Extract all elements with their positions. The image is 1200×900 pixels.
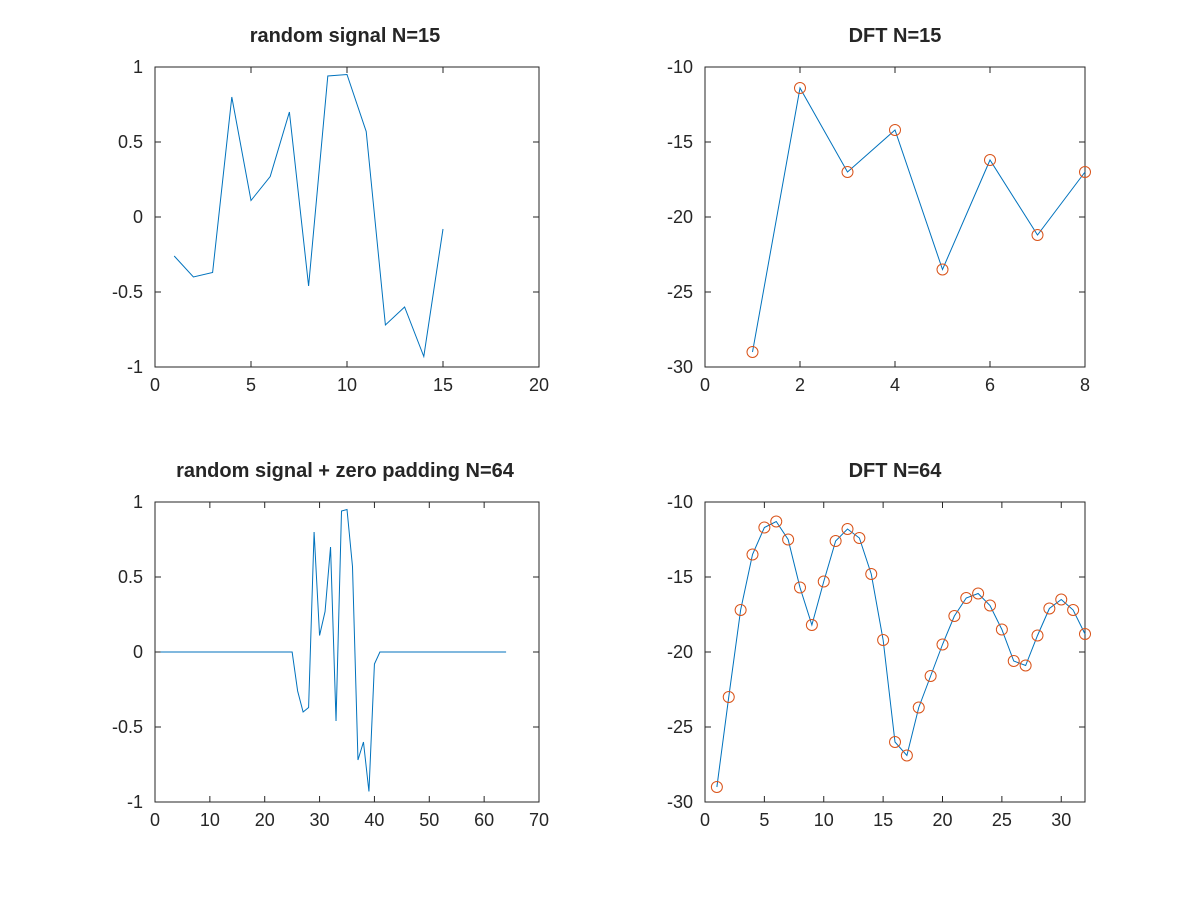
y-tick-label: 1 <box>133 57 143 77</box>
data-point <box>877 634 890 646</box>
data-point <box>841 166 854 178</box>
data-point <box>936 263 949 276</box>
data-point <box>770 515 783 528</box>
series-line <box>160 508 507 792</box>
data-point <box>1067 604 1080 616</box>
y-tick-label: -0.5 <box>112 717 143 737</box>
data-point <box>936 638 949 651</box>
subplot-title: DFT N=15 <box>849 25 942 47</box>
x-tick-label: 15 <box>873 810 893 830</box>
data-point <box>924 670 937 682</box>
y-tick-label: 0.5 <box>118 132 143 152</box>
x-tick-label: 25 <box>992 810 1012 830</box>
x-tick-label: 20 <box>255 810 275 830</box>
y-tick-label: -15 <box>667 132 693 152</box>
y-tick-label: -30 <box>667 357 693 377</box>
data-point <box>782 533 795 546</box>
y-tick-label: -0.5 <box>112 282 143 302</box>
x-tick-label: 5 <box>246 375 256 395</box>
subplot-zero-padded-signal-n64: random signal + zero padding N=64 0 10 20 3… <box>112 460 549 830</box>
y-tick-label: -20 <box>667 642 693 662</box>
data-point <box>746 346 759 358</box>
x-tick-label: 20 <box>932 810 952 830</box>
data-point <box>865 568 878 580</box>
data-point <box>817 575 830 588</box>
data-point <box>1031 629 1044 642</box>
y-tick-label: 0 <box>133 642 143 662</box>
data-point <box>841 523 854 535</box>
data-point <box>805 619 818 631</box>
x-tick-label: 2 <box>795 375 805 395</box>
data-point <box>1079 166 1091 178</box>
x-tick-label: 30 <box>310 810 330 830</box>
x-tick-label: 30 <box>1051 810 1071 830</box>
x-tick-label: 15 <box>433 375 453 395</box>
series-line <box>752 86 1086 353</box>
data-point <box>734 604 747 616</box>
data-point <box>1019 659 1032 672</box>
data-point <box>912 701 925 714</box>
subplot-title: random signal N=15 <box>250 25 441 47</box>
data-point <box>984 154 996 166</box>
y-tick-label: -30 <box>667 792 693 812</box>
data-point <box>758 521 771 534</box>
x-tick-label: 10 <box>200 810 220 830</box>
data-point <box>1043 602 1056 615</box>
subplot-random-signal-n15: random signal N=15 0 5 10 15 20 -1 -0.5 0 0.5 1 <box>112 25 549 395</box>
y-tick-label: -20 <box>667 207 693 227</box>
x-tick-label: 40 <box>364 810 384 830</box>
data-point <box>794 82 806 94</box>
series-line <box>173 73 444 359</box>
data-point <box>972 587 985 600</box>
data-point <box>1055 593 1068 606</box>
y-tick-label: -10 <box>667 492 693 512</box>
x-tick-label: 5 <box>759 810 769 830</box>
subplot-title: DFT N=64 <box>849 460 943 482</box>
x-tick-label: 4 <box>890 375 900 395</box>
data-point <box>794 581 806 594</box>
subplot-title: random signal + zero padding N=64 <box>176 460 515 482</box>
x-tick-label: 50 <box>419 810 439 830</box>
y-tick-label: -1 <box>127 357 143 377</box>
x-tick-label: 10 <box>337 375 357 395</box>
data-point <box>889 736 901 748</box>
y-tick-label: 0.5 <box>118 567 143 587</box>
data-point <box>948 610 961 622</box>
y-tick-label: 0 <box>133 207 143 227</box>
x-tick-label: 20 <box>529 375 549 395</box>
data-point <box>710 781 723 793</box>
y-tick-label: 1 <box>133 492 143 512</box>
y-tick-label: -25 <box>667 717 693 737</box>
y-tick-label: -10 <box>667 57 693 77</box>
data-point <box>984 599 996 612</box>
subplot-dft-n64: DFT N=64 0 5 10 15 20 25 30 -30 -25 -20 -15 -10 <box>667 460 1091 830</box>
data-point <box>900 749 913 762</box>
x-tick-label: 8 <box>1080 375 1090 395</box>
x-tick-label: 6 <box>985 375 995 395</box>
data-point <box>722 691 735 703</box>
x-tick-label: 0 <box>150 810 160 830</box>
x-tick-label: 60 <box>474 810 494 830</box>
data-point <box>1031 229 1044 241</box>
data-point <box>829 535 842 547</box>
x-tick-label: 10 <box>814 810 834 830</box>
data-point <box>853 532 866 544</box>
y-tick-label: -25 <box>667 282 693 302</box>
y-tick-label: -1 <box>127 792 143 812</box>
data-point <box>995 623 1008 636</box>
y-tick-label: -15 <box>667 567 693 587</box>
x-tick-label: 70 <box>529 810 549 830</box>
x-tick-label: 0 <box>700 375 710 395</box>
data-point <box>889 124 901 136</box>
subplot-dft-n15: DFT N=15 0 2 4 6 8 -30 -25 -20 -15 -10 <box>667 25 1091 395</box>
data-point <box>960 592 973 604</box>
x-tick-label: 0 <box>700 810 710 830</box>
data-point <box>746 548 759 561</box>
x-tick-label: 0 <box>150 375 160 395</box>
series-line <box>716 520 1086 788</box>
data-point <box>1079 628 1091 640</box>
data-point <box>1007 655 1020 667</box>
